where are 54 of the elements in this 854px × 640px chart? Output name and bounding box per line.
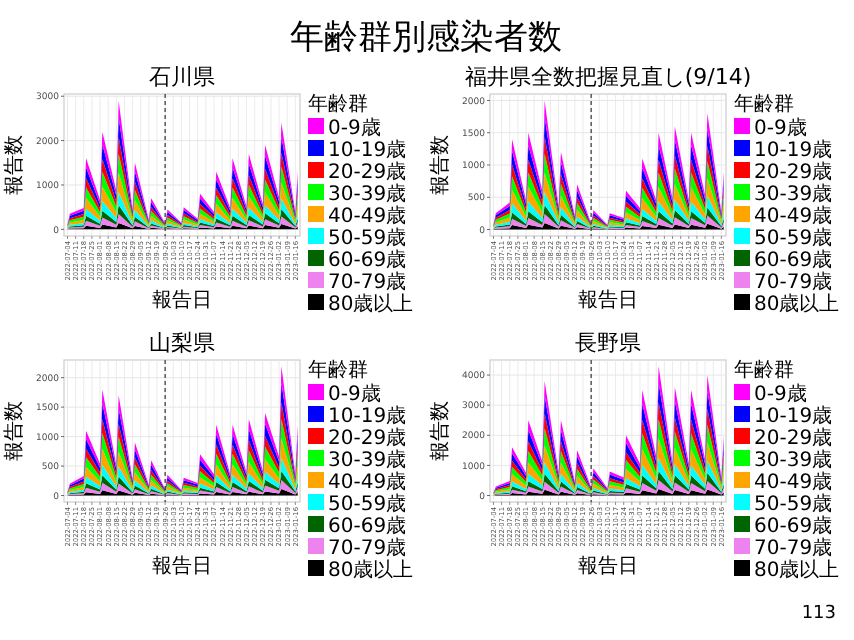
legend-label: 0-9歳 bbox=[754, 382, 807, 406]
legend-title: 年齢群 bbox=[308, 358, 368, 382]
legend-label: 20-29歳 bbox=[754, 160, 833, 184]
x-axis-title: 報告日 bbox=[152, 554, 212, 578]
legend-label: 50-59歳 bbox=[328, 492, 407, 516]
legend-label: 0-9歳 bbox=[754, 116, 807, 140]
legend-label: 20-29歳 bbox=[754, 426, 833, 450]
legend-label: 60-69歳 bbox=[754, 514, 833, 538]
legend-label: 50-59歳 bbox=[754, 492, 833, 516]
chart-title: 石川県 bbox=[149, 64, 215, 90]
legend-label: 80歳以上 bbox=[328, 292, 414, 316]
y-axis-title: 報告数 bbox=[428, 135, 452, 195]
legend-label: 70-79歳 bbox=[328, 536, 407, 560]
legend-label: 50-59歳 bbox=[328, 226, 407, 250]
chart-title: 福井県全数把握見直し(9/14) bbox=[464, 64, 752, 90]
y-axis-title: 報告数 bbox=[428, 401, 452, 461]
legend-title: 年齢群 bbox=[308, 92, 368, 116]
y-axis-title: 報告数 bbox=[2, 135, 26, 195]
legend-label: 80歳以上 bbox=[754, 292, 840, 316]
y-axis-title: 報告数 bbox=[2, 401, 26, 461]
legend-label: 10-19歳 bbox=[754, 138, 833, 162]
x-axis-title: 報告日 bbox=[578, 288, 638, 312]
legend-label: 20-29歳 bbox=[328, 160, 407, 184]
legend-label: 60-69歳 bbox=[754, 248, 833, 272]
text: 年齢群別感染者数 bbox=[290, 18, 562, 58]
legend-label: 60-69歳 bbox=[328, 248, 407, 272]
legend-label: 30-39歳 bbox=[328, 182, 407, 206]
legend-label: 30-39歳 bbox=[754, 182, 833, 206]
legend-label: 70-79歳 bbox=[754, 270, 833, 294]
legend-title: 年齢群 bbox=[734, 92, 794, 116]
legend-label: 0-9歳 bbox=[328, 382, 381, 406]
legend-label: 60-69歳 bbox=[328, 514, 407, 538]
legend-label: 20-29歳 bbox=[328, 426, 407, 450]
legend-label: 50-59歳 bbox=[754, 226, 833, 250]
legend-label: 0-9歳 bbox=[328, 116, 381, 140]
legend-label: 70-79歳 bbox=[328, 270, 407, 294]
chart-title: 長野県 bbox=[575, 330, 641, 356]
x-axis-title: 報告日 bbox=[152, 288, 212, 312]
legend-title: 年齢群 bbox=[734, 358, 794, 382]
legend-label: 30-39歳 bbox=[754, 448, 833, 472]
legend-label: 40-49歳 bbox=[754, 470, 833, 494]
legend-label: 40-49歳 bbox=[754, 204, 833, 228]
x-axis-title: 報告日 bbox=[578, 554, 638, 578]
legend-label: 40-49歳 bbox=[328, 470, 407, 494]
chart-title: 山梨県 bbox=[149, 330, 215, 356]
legend-label: 30-39歳 bbox=[328, 448, 407, 472]
legend-label: 40-49歳 bbox=[328, 204, 407, 228]
legend-label: 10-19歳 bbox=[328, 138, 407, 162]
text: 113 bbox=[801, 604, 836, 624]
legend-label: 70-79歳 bbox=[754, 536, 833, 560]
legend-label: 80歳以上 bbox=[328, 558, 414, 582]
legend-label: 10-19歳 bbox=[328, 404, 407, 428]
legend-label: 80歳以上 bbox=[754, 558, 840, 582]
legend-label: 10-19歳 bbox=[754, 404, 833, 428]
